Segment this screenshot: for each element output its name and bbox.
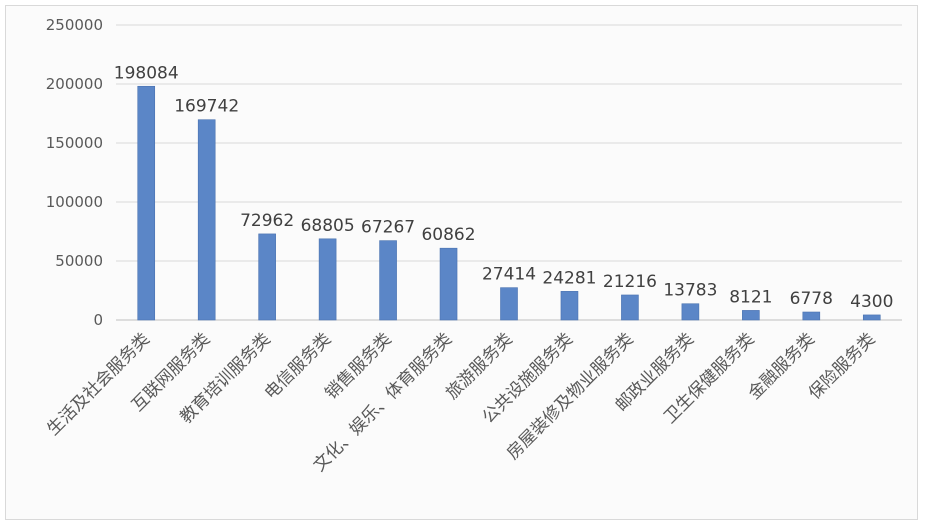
data-label: 60862 (421, 225, 475, 245)
bar (379, 240, 397, 321)
gridlines (116, 24, 902, 321)
y-tick-label: 0 (93, 311, 103, 329)
y-tick-label: 100000 (46, 193, 103, 211)
y-tick-label: 250000 (46, 16, 103, 34)
data-label: 6778 (790, 289, 833, 309)
data-label: 13783 (663, 281, 717, 301)
chart-frame: 0 50000 100000 150000 200000 250000 198084 169… (5, 5, 918, 520)
bar (621, 294, 639, 321)
data-label: 21216 (603, 272, 657, 292)
bar (742, 310, 760, 321)
bar (258, 233, 276, 321)
category-label: 生活及社会服务类 (43, 329, 153, 439)
data-label: 27414 (482, 265, 536, 285)
y-tick-label: 200000 (46, 75, 103, 93)
bar (318, 238, 337, 321)
data-label: 68805 (301, 216, 355, 236)
bar (802, 311, 821, 321)
category-label: 保险服务类 (805, 329, 879, 403)
data-label: 67267 (361, 218, 415, 238)
data-label: 198084 (114, 63, 179, 83)
bar (197, 119, 216, 321)
data-label: 4300 (850, 292, 893, 312)
data-label: 8121 (729, 287, 772, 307)
data-label: 72962 (240, 211, 294, 231)
y-tick-label: 50000 (55, 252, 103, 270)
bar (439, 247, 458, 321)
data-label: 169742 (174, 97, 239, 117)
bar (862, 314, 881, 321)
category-labels: 生活及社会服务类互联网服务类教育培训服务类电信服务类销售服务类文化、娱乐、体育服… (43, 329, 879, 475)
data-labels: 198084 169742 72962 68805 67267 60862 27414 242… (114, 63, 894, 312)
bar (560, 291, 579, 321)
data-label: 24281 (542, 268, 596, 288)
y-axis-ticks: 0 50000 100000 150000 200000 250000 (46, 16, 103, 329)
bar (137, 85, 156, 321)
bars (137, 85, 881, 321)
bar (500, 287, 518, 321)
y-tick-label: 150000 (46, 134, 103, 152)
bar (681, 303, 700, 321)
bar-chart: 0 50000 100000 150000 200000 250000 198084 169… (43, 16, 902, 476)
